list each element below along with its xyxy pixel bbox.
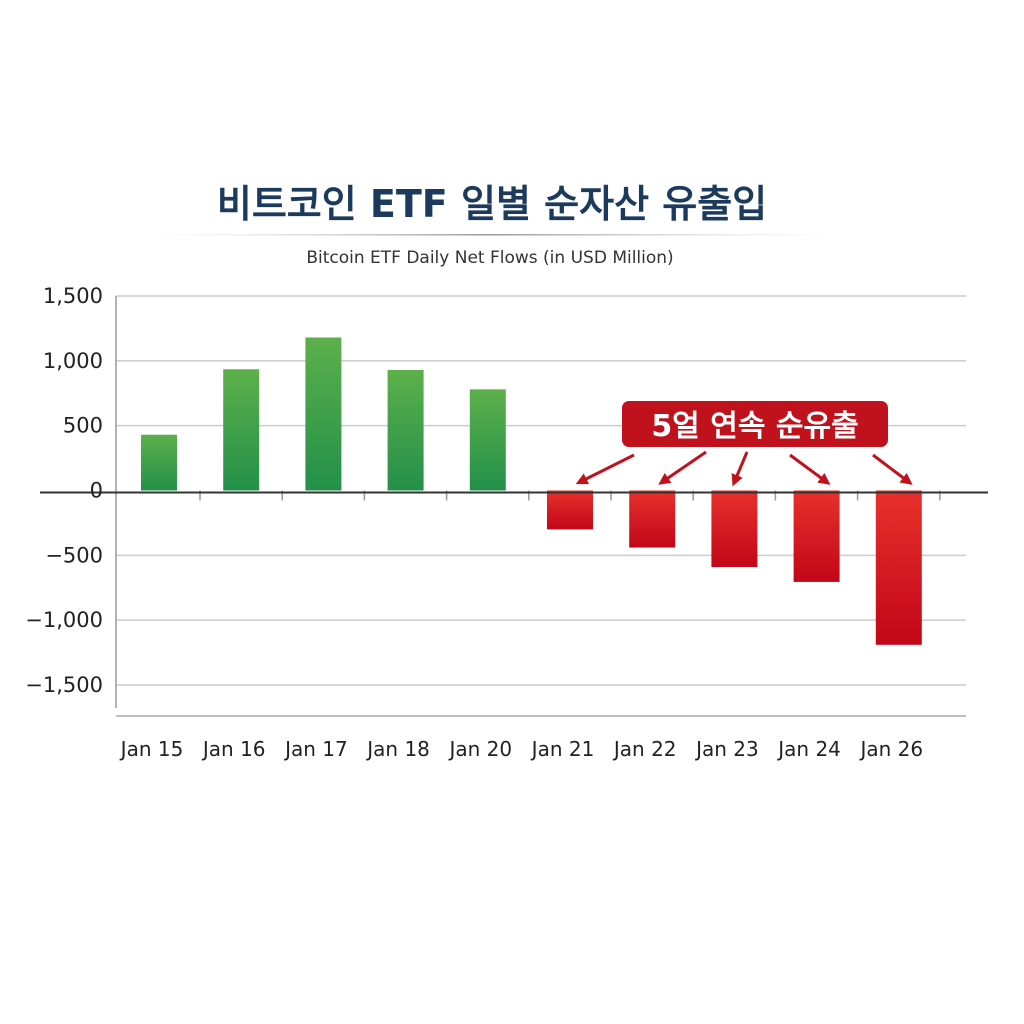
annotation-arrow: [789, 453, 831, 485]
y-tick-label: 1,500: [43, 284, 103, 308]
x-tick-label: Jan 26: [858, 737, 923, 761]
bar-jan-17: [305, 337, 342, 491]
x-tick-label: Jan 22: [612, 737, 677, 761]
y-tick-label: −1,000: [25, 608, 103, 632]
bar-jan-16: [223, 369, 260, 491]
x-tick-label: Jan 21: [530, 737, 595, 761]
x-tick-label: Jan 23: [694, 737, 759, 761]
annotation-arrow: [872, 453, 913, 485]
x-tick-label: Jan 18: [365, 737, 430, 761]
y-tick-label: 500: [63, 414, 103, 438]
annotation-arrow: [575, 453, 635, 485]
chart-title: 비트코인 ETF 일별 순자산 유출입: [217, 182, 767, 226]
bar-jan-24: [793, 490, 840, 582]
y-tick-label: −500: [45, 543, 103, 567]
y-tick-label: 1,000: [43, 349, 103, 373]
bar-jan-20: [469, 389, 506, 491]
annotation: 5얼 연속 순유출: [575, 401, 913, 487]
x-tick-label: Jan 24: [776, 737, 841, 761]
bars: [141, 337, 922, 645]
x-tick-label: Jan 16: [201, 737, 266, 761]
bar-jan-23: [711, 490, 758, 568]
title-divider: [150, 234, 830, 236]
x-tick-labels: Jan 15 Jan 16 Jan 17 Jan 18 Jan 20 Jan 21 Jan …: [119, 737, 923, 761]
annotation-text: 5얼 연속 순유출: [651, 409, 858, 444]
y-tick-label: 0: [90, 479, 103, 503]
axes: [40, 296, 988, 717]
bar-jan-22: [629, 490, 676, 548]
annotation-box: [622, 401, 888, 447]
x-tick-label: Jan 17: [283, 737, 348, 761]
y-tick-label: −1,500: [25, 673, 103, 697]
bar-jan-18: [387, 369, 424, 491]
chart-subtitle: Bitcoin ETF Daily Net Flows (in USD Mill…: [306, 248, 673, 268]
x-tick-label: Jan 15: [119, 737, 184, 761]
x-tick-label: Jan 20: [447, 737, 512, 761]
bar-jan-21: [547, 490, 593, 530]
annotation-arrow: [731, 451, 749, 487]
y-tick-labels: 1,500 1,000 500 0 −500 −1,000 −1,500: [25, 284, 103, 697]
annotation-arrow: [658, 450, 707, 485]
bar-jan-26: [875, 490, 922, 645]
annotation-arrows: [575, 450, 913, 487]
bar-jan-15: [141, 434, 177, 491]
